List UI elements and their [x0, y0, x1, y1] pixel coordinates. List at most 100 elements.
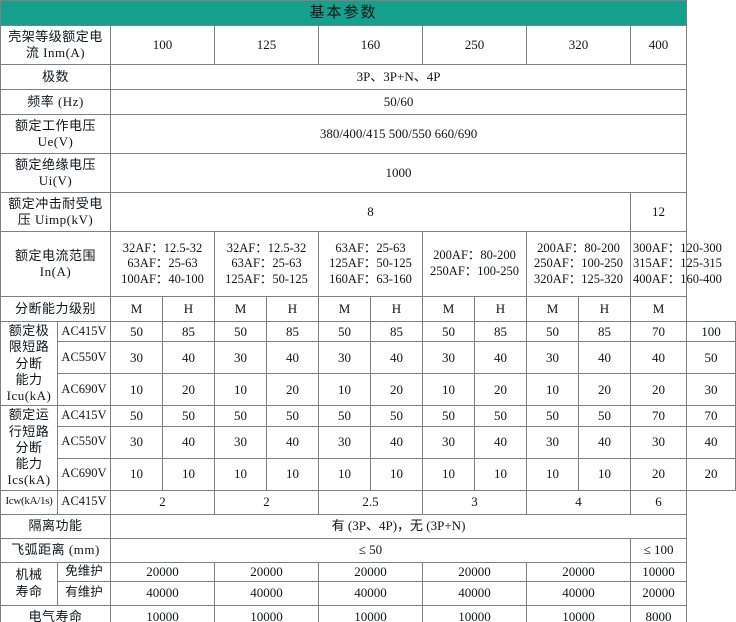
- mech-life-maint-320: 40000: [526, 580, 631, 606]
- ics-ac415v-5: 50: [318, 405, 371, 427]
- ics-ac550v-3: 30: [214, 425, 267, 459]
- in-range-100: 32AF：12.5-32 63AF：25-63 100AF：40-100: [110, 231, 215, 297]
- ics-voltage-ac415v: AC415V: [57, 405, 111, 427]
- in-range-400-line1: 300AF：120-300: [633, 240, 722, 255]
- mech-life-maint-100: 40000: [110, 580, 215, 606]
- ics-ac550v-1: 30: [110, 425, 163, 459]
- frame-current-160: 160: [318, 25, 423, 65]
- in-range-320: 200AF：80-200 250AF：100-250 320AF：125-320: [526, 231, 631, 297]
- uimp-value-main: 8: [110, 192, 631, 232]
- icu-label-line4: 能力: [15, 371, 43, 387]
- icu-ac415v-4: 85: [266, 320, 319, 343]
- in-range-100-line2: 63AF：25-63: [127, 256, 198, 271]
- mech-life-maint-160: 40000: [318, 580, 423, 606]
- ue-value: 380/400/415 500/550 660/690: [109, 114, 688, 154]
- ics-ac550v-9: 30: [526, 425, 579, 459]
- electrical-life-400: 8000: [629, 604, 688, 622]
- rated-insulation-voltage-row: 额定绝缘电压 Ui(V) 1000: [0, 153, 736, 193]
- ics-ac690v-1: 10: [110, 457, 163, 491]
- in-range-400: 300AF：120-300 315AF：125-315 400AF：160-40…: [629, 231, 722, 297]
- icu-ac550v-8: 40: [474, 341, 527, 375]
- icu-label-line1: 额定极: [8, 323, 50, 338]
- icu-voltage-ac550v: AC550V: [57, 341, 111, 375]
- icu-ac690v-12: 30: [686, 373, 736, 407]
- ics-ac415v-12: 70: [686, 405, 736, 427]
- breaking-class-8: H: [474, 296, 527, 322]
- frame-rating-row: 壳架等级额定电 流 Inm(A) 100 125 160 250 320 400: [0, 25, 736, 65]
- ics-ac415v-8: 50: [474, 405, 527, 427]
- icu-ac415v-3: 50: [214, 320, 267, 343]
- icw-value-160: 2.5: [318, 489, 423, 515]
- ics-ac550v-2: 40: [162, 425, 215, 459]
- icw-value-100: 2: [110, 489, 215, 515]
- mech-life-free-160: 20000: [318, 561, 423, 582]
- breaking-class-11: M: [629, 296, 688, 322]
- frame-rating-label-line2: 流 Inm(A): [25, 45, 86, 60]
- in-range-250-line2: 250AF：100-250: [430, 264, 519, 278]
- breaking-class-label: 分断能力级别: [0, 296, 111, 322]
- mech-life-free-320: 20000: [526, 561, 631, 582]
- icu-voltage-ac690v: AC690V: [57, 373, 111, 407]
- in-range-250: 200AF：80-200 250AF：100-250: [422, 231, 527, 297]
- ics-ac690v-9: 10: [526, 457, 579, 491]
- icu-ac690v-11: 20: [629, 373, 688, 407]
- ue-label: 额定工作电压 Ue(V): [0, 114, 111, 154]
- uimp-value-400: 12: [629, 192, 688, 232]
- ue-label-line1: 额定工作电压: [14, 117, 96, 133]
- electrical-life-125: 10000: [214, 604, 319, 622]
- ics-ac690v-2: 10: [162, 457, 215, 491]
- ics-ac690v-8: 10: [474, 457, 527, 491]
- ics-ac415v-7: 50: [422, 405, 475, 427]
- in-range-320-line3: 320AF：125-320: [534, 271, 623, 286]
- ics-ac550v-4: 40: [266, 425, 319, 459]
- electrical-life-row: 电气寿命 10000 10000 10000 10000 10000 8000: [0, 604, 736, 622]
- icu-label-line5: Icu(kA): [6, 388, 52, 403]
- table-title-row: 基本参数: [0, 0, 736, 26]
- ics-ac415v-6: 50: [370, 405, 423, 427]
- ics-ac550v-12: 40: [686, 425, 736, 459]
- mech-life-maint-row: 有维护 40000 40000 40000 40000 40000 20000: [1, 580, 736, 606]
- mech-life-free-400: 10000: [629, 561, 688, 582]
- icu-ac690v-row: AC690V 10 20 10 20 10 20 10 20 10 20 20 …: [1, 373, 736, 407]
- in-range-100-line1: 32AF：12.5-32: [122, 240, 203, 255]
- mech-life-free-row: 机械 寿命 免维护 20000 20000 20000 20000 20000 …: [0, 561, 736, 606]
- in-range-160-line2: 125AF：50-125: [329, 256, 412, 271]
- frame-current-100: 100: [110, 25, 215, 65]
- ics-ac550v-8: 40: [474, 425, 527, 459]
- icu-ac690v-10: 20: [578, 373, 631, 407]
- ics-voltage-ac550v: AC550V: [57, 425, 111, 459]
- icu-ac415v-10: 85: [578, 320, 631, 343]
- frame-current-320: 320: [526, 25, 631, 65]
- breaking-class-5: M: [318, 296, 371, 322]
- icu-ac415v-5: 50: [318, 320, 371, 343]
- electrical-life-320: 10000: [526, 604, 631, 622]
- in-range-125: 32AF：12.5-32 63AF：25-63 125AF：50-125: [214, 231, 319, 297]
- icu-ac550v-2: 40: [162, 341, 215, 375]
- mech-life-free-250: 20000: [422, 561, 527, 582]
- ics-ac690v-row: AC690V 10 10 10 10 10 10 10 10 10 10 20 …: [1, 457, 736, 491]
- in-range-125-line2: 63AF：25-63: [231, 256, 302, 271]
- icu-ac550v-6: 40: [370, 341, 423, 375]
- frame-rating-label: 壳架等级额定电 流 Inm(A): [0, 25, 111, 65]
- rated-working-voltage-row: 额定工作电压 Ue(V) 380/400/415 500/550 660/690: [0, 114, 736, 154]
- icu-ac690v-3: 10: [214, 373, 267, 407]
- rated-current-range-row: 额定电流范围 In(A) 32AF：12.5-32 63AF：25-63 100…: [0, 231, 736, 297]
- icu-ac550v-12: 50: [686, 341, 736, 375]
- in-range-100-line3: 100AF：40-100: [121, 271, 204, 286]
- ics-ac690v-11: 20: [629, 457, 688, 491]
- in-range-125-line3: 125AF：50-125: [225, 271, 308, 286]
- breaking-class-6: H: [370, 296, 423, 322]
- ics-label-line3: 分断: [15, 439, 43, 455]
- ics-ac550v-11: 30: [629, 425, 688, 459]
- frame-current-250: 250: [422, 25, 527, 65]
- frequency-value: 50/60: [109, 89, 688, 115]
- icu-ac550v-4: 40: [266, 341, 319, 375]
- isolation-row: 隔离功能 有 (3P、4P)，无 (3P+N): [0, 513, 736, 539]
- ics-label-line4: 能力: [15, 456, 43, 471]
- icu-ac415v-7: 50: [422, 320, 475, 343]
- ui-value: 1000: [109, 153, 688, 193]
- ics-ac415v-1: 50: [110, 405, 163, 427]
- icu-voltage-ac415v: AC415V: [57, 320, 111, 343]
- icu-ac690v-2: 20: [162, 373, 215, 407]
- frame-current-400: 400: [629, 25, 688, 65]
